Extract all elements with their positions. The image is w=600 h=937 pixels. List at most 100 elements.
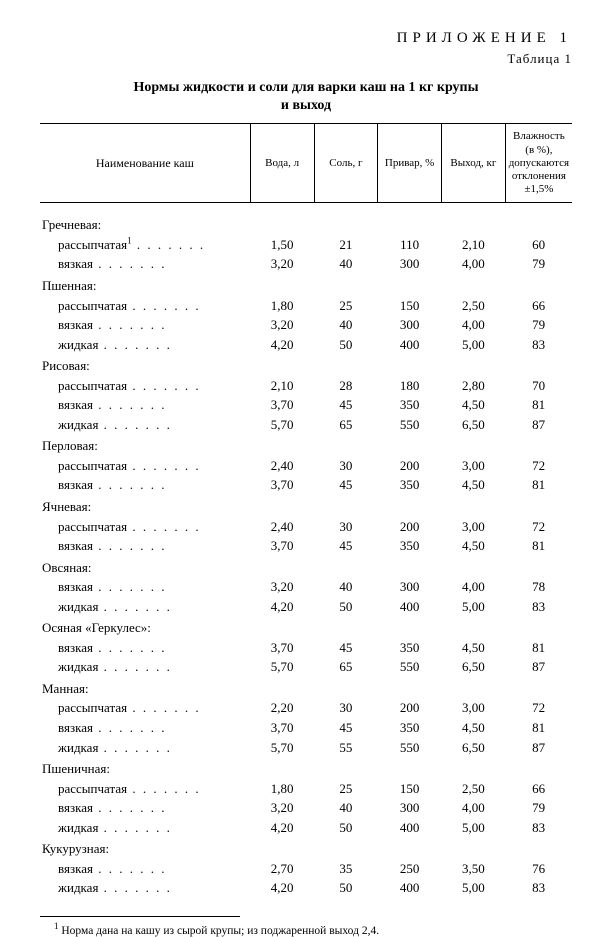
row-name: жидкая . . . . . . .: [40, 597, 250, 617]
leader-dots: . . . . . . .: [93, 861, 167, 876]
cell-salt: 30: [314, 456, 378, 476]
cell-salt: 45: [314, 475, 378, 495]
table-row: вязкая . . . . . . .3,70453504,5081: [40, 718, 572, 738]
cell-water: 2,70: [250, 859, 314, 879]
group-row: Гречневая:: [40, 213, 572, 235]
table-row: вязкая . . . . . . .3,20403004,0079: [40, 798, 572, 818]
col-salt: Соль, г: [314, 124, 378, 203]
row-name: вязкая . . . . . . .: [40, 577, 250, 597]
leader-dots: . . . . . . .: [127, 519, 201, 534]
leader-dots: . . . . . . .: [127, 781, 201, 796]
group-row: Кукурузная:: [40, 837, 572, 859]
group-name: Кукурузная:: [40, 837, 250, 859]
leader-dots: . . . . . . .: [93, 538, 167, 553]
cell-privar: 550: [378, 657, 442, 677]
cell-yield: 3,00: [442, 517, 506, 537]
col-yield: Выход, кг: [442, 124, 506, 203]
table-row: вязкая . . . . . . .3,70453504,5081: [40, 475, 572, 495]
cell-privar: 400: [378, 335, 442, 355]
cell-water: 4,20: [250, 597, 314, 617]
cell-humidity: 79: [505, 798, 572, 818]
cell-privar: 400: [378, 878, 442, 898]
cell-humidity: 87: [505, 415, 572, 435]
cell-salt: 50: [314, 335, 378, 355]
footnote-marker: 1: [54, 921, 59, 931]
cell-salt: 50: [314, 878, 378, 898]
cell-yield: 2,10: [442, 235, 506, 255]
row-name: вязкая . . . . . . .: [40, 536, 250, 556]
cell-privar: 550: [378, 415, 442, 435]
cell-water: 3,20: [250, 315, 314, 335]
cell-water: 3,20: [250, 798, 314, 818]
table-row: рассыпчатая1 . . . . . . .1,50211102,106…: [40, 235, 572, 255]
cell-water: 3,70: [250, 638, 314, 658]
cell-salt: 40: [314, 577, 378, 597]
leader-dots: . . . . . . .: [93, 317, 167, 332]
cell-privar: 350: [378, 536, 442, 556]
cell-yield: 4,00: [442, 798, 506, 818]
table-row: вязкая . . . . . . .3,20403004,0079: [40, 315, 572, 335]
cell-yield: 4,00: [442, 254, 506, 274]
cell-water: 2,20: [250, 698, 314, 718]
cell-salt: 55: [314, 738, 378, 758]
cell-humidity: 81: [505, 638, 572, 658]
cell-water: 3,20: [250, 577, 314, 597]
group-name: Рисовая:: [40, 354, 250, 376]
leader-dots: . . . . . . .: [127, 298, 201, 313]
cell-privar: 180: [378, 376, 442, 396]
cell-humidity: 83: [505, 818, 572, 838]
table-body: Гречневая:рассыпчатая1 . . . . . . .1,50…: [40, 203, 572, 898]
table-row: рассыпчатая . . . . . . .2,10281802,8070: [40, 376, 572, 396]
group-row: Манная:: [40, 677, 572, 699]
group-row: Пшенная:: [40, 274, 572, 296]
table-title: Нормы жидкости и соли для варки каш на 1…: [40, 79, 572, 115]
cell-water: 1,50: [250, 235, 314, 255]
table-row: рассыпчатая . . . . . . .2,40302003,0072: [40, 456, 572, 476]
cell-yield: 3,00: [442, 456, 506, 476]
cell-salt: 45: [314, 638, 378, 658]
cell-yield: 6,50: [442, 657, 506, 677]
row-name: рассыпчатая . . . . . . .: [40, 376, 250, 396]
cell-privar: 150: [378, 779, 442, 799]
row-name: жидкая . . . . . . .: [40, 878, 250, 898]
row-name: вязкая . . . . . . .: [40, 475, 250, 495]
group-name: Осяная «Геркулес»:: [40, 616, 250, 638]
cell-privar: 300: [378, 798, 442, 818]
group-row: Ячневая:: [40, 495, 572, 517]
leader-dots: . . . . . . .: [93, 256, 167, 271]
cell-yield: 4,50: [442, 536, 506, 556]
group-row: Пшеничная:: [40, 757, 572, 779]
table-row: жидкая . . . . . . .5,70555506,5087: [40, 738, 572, 758]
row-name: вязкая . . . . . . .: [40, 718, 250, 738]
cell-yield: 4,50: [442, 638, 506, 658]
group-name: Манная:: [40, 677, 250, 699]
cell-humidity: 87: [505, 738, 572, 758]
group-name: Гречневая:: [40, 213, 250, 235]
cell-yield: 5,00: [442, 597, 506, 617]
row-name: рассыпчатая . . . . . . .: [40, 456, 250, 476]
cell-humidity: 76: [505, 859, 572, 879]
cell-yield: 2,50: [442, 779, 506, 799]
cell-yield: 4,50: [442, 395, 506, 415]
cell-humidity: 72: [505, 517, 572, 537]
cell-salt: 65: [314, 657, 378, 677]
cell-humidity: 78: [505, 577, 572, 597]
row-name: вязкая . . . . . . .: [40, 254, 250, 274]
cell-privar: 300: [378, 315, 442, 335]
table-header-row: Наименование каш Вода, л Соль, г Привар,…: [40, 124, 572, 203]
table-row: вязкая . . . . . . .3,70453504,5081: [40, 395, 572, 415]
cell-water: 3,70: [250, 475, 314, 495]
table-number-label: Таблица 1: [40, 51, 572, 67]
cell-salt: 65: [314, 415, 378, 435]
table-row: рассыпчатая . . . . . . .1,80251502,5066: [40, 779, 572, 799]
group-row: Рисовая:: [40, 354, 572, 376]
cell-yield: 2,50: [442, 296, 506, 316]
leader-dots: . . . . . . .: [93, 800, 167, 815]
cell-water: 2,40: [250, 456, 314, 476]
appendix-label: ПРИЛОЖЕНИЕ 1: [40, 30, 572, 47]
leader-dots: . . . . . . .: [93, 579, 167, 594]
cell-water: 3,70: [250, 718, 314, 738]
leader-dots: . . . . . . .: [93, 640, 167, 655]
cell-humidity: 81: [505, 475, 572, 495]
group-name: Ячневая:: [40, 495, 250, 517]
